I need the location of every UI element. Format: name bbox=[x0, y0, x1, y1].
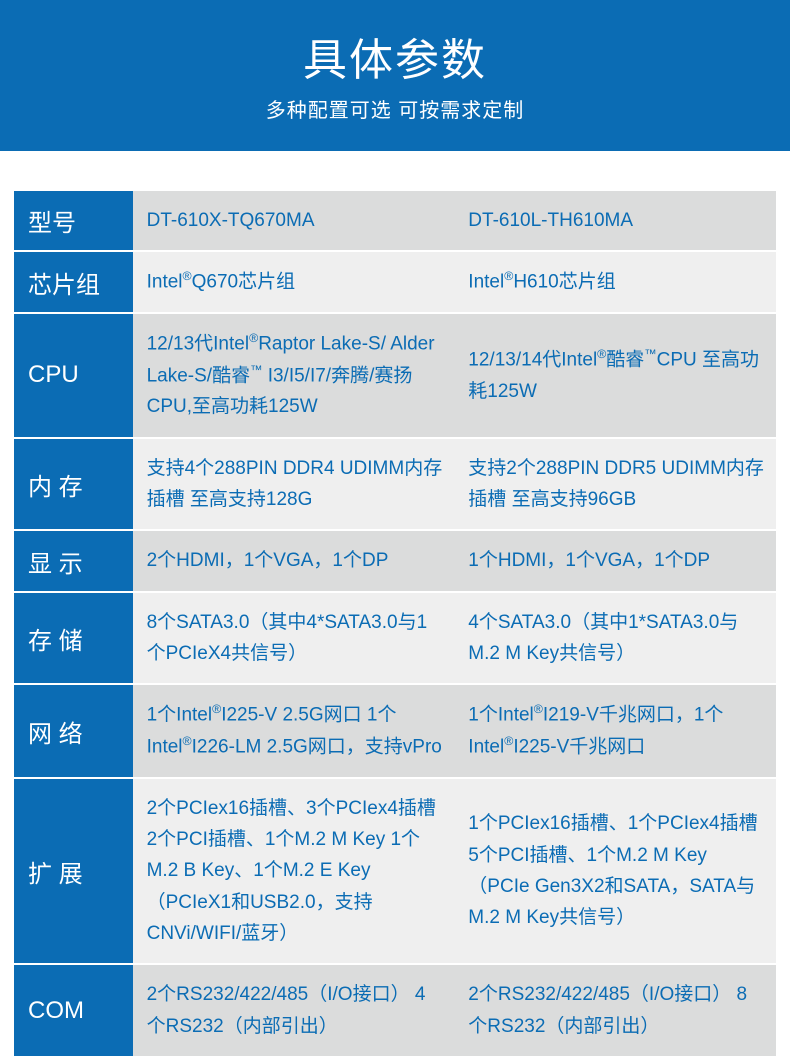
table-row: 芯片组Intel®Q670芯片组Intel®H610芯片组 bbox=[14, 252, 776, 314]
table-row: 网 络1个Intel®I225-V 2.5G网口 1个Intel®I226-LM… bbox=[14, 685, 776, 778]
cell-col1: 支持4个288PIN DDR4 UDIMM内存插槽 至高支持128G bbox=[133, 439, 455, 532]
cell-col2: 1个HDMI，1个VGA，1个DP bbox=[454, 531, 776, 592]
row-label: 网 络 bbox=[14, 685, 133, 778]
row-label: CPU bbox=[14, 314, 133, 439]
table-row: COM2个RS232/422/485（I/O接口） 4个RS232（内部引出）2… bbox=[14, 965, 776, 1056]
cell-col2: Intel®H610芯片组 bbox=[454, 252, 776, 314]
cell-col1: 2个PCIex16插槽、3个PCIex4插槽 2个PCI插槽、1个M.2 M K… bbox=[133, 779, 455, 966]
cell-col1: 2个HDMI，1个VGA，1个DP bbox=[133, 531, 455, 592]
cell-col1: 2个RS232/422/485（I/O接口） 4个RS232（内部引出） bbox=[133, 965, 455, 1056]
row-label: 显 示 bbox=[14, 531, 133, 592]
table-row: 型号DT-610X-TQ670MADT-610L-TH610MA bbox=[14, 191, 776, 252]
header-subtitle: 多种配置可选 可按需求定制 bbox=[0, 94, 790, 123]
table-row: 显 示2个HDMI，1个VGA，1个DP1个HDMI，1个VGA，1个DP bbox=[14, 531, 776, 592]
row-label: 存 储 bbox=[14, 593, 133, 686]
cell-col2: 1个PCIex16插槽、1个PCIex4插槽 5个PCI插槽、1个M.2 M K… bbox=[454, 779, 776, 966]
page-header: 具体参数 多种配置可选 可按需求定制 bbox=[0, 0, 790, 151]
cell-col1: 1个Intel®I225-V 2.5G网口 1个Intel®I226-LM 2.… bbox=[133, 685, 455, 778]
row-label: 芯片组 bbox=[14, 252, 133, 314]
table-row: 扩 展2个PCIex16插槽、3个PCIex4插槽 2个PCI插槽、1个M.2 … bbox=[14, 779, 776, 966]
cell-col2: 支持2个288PIN DDR5 UDIMM内存插槽 至高支持96GB bbox=[454, 439, 776, 532]
cell-col2: 12/13/14代Intel®酷睿™CPU 至高功耗125W bbox=[454, 314, 776, 439]
row-label: 扩 展 bbox=[14, 779, 133, 966]
row-label: COM bbox=[14, 965, 133, 1056]
cell-col1: DT-610X-TQ670MA bbox=[133, 191, 455, 252]
cell-col2: 4个SATA3.0（其中1*SATA3.0与M.2 M Key共信号） bbox=[454, 593, 776, 686]
table-row: CPU12/13代Intel®Raptor Lake-S/ Alder Lake… bbox=[14, 314, 776, 439]
spec-table-body: 型号DT-610X-TQ670MADT-610L-TH610MA芯片组Intel… bbox=[14, 191, 776, 1056]
cell-col1: 12/13代Intel®Raptor Lake-S/ Alder Lake-S/… bbox=[133, 314, 455, 439]
cell-col1: 8个SATA3.0（其中4*SATA3.0与1个PCIeX4共信号） bbox=[133, 593, 455, 686]
cell-col2: 1个Intel®I219-V千兆网口，1个Intel®I225-V千兆网口 bbox=[454, 685, 776, 778]
row-label: 内 存 bbox=[14, 439, 133, 532]
cell-col2: DT-610L-TH610MA bbox=[454, 191, 776, 252]
table-row: 内 存支持4个288PIN DDR4 UDIMM内存插槽 至高支持128G支持2… bbox=[14, 439, 776, 532]
row-label: 型号 bbox=[14, 191, 133, 252]
header-title: 具体参数 bbox=[0, 24, 790, 88]
cell-col1: Intel®Q670芯片组 bbox=[133, 252, 455, 314]
cell-col2: 2个RS232/422/485（I/O接口） 8个RS232（内部引出） bbox=[454, 965, 776, 1056]
table-row: 存 储8个SATA3.0（其中4*SATA3.0与1个PCIeX4共信号）4个S… bbox=[14, 593, 776, 686]
spec-table: 型号DT-610X-TQ670MADT-610L-TH610MA芯片组Intel… bbox=[14, 191, 776, 1056]
